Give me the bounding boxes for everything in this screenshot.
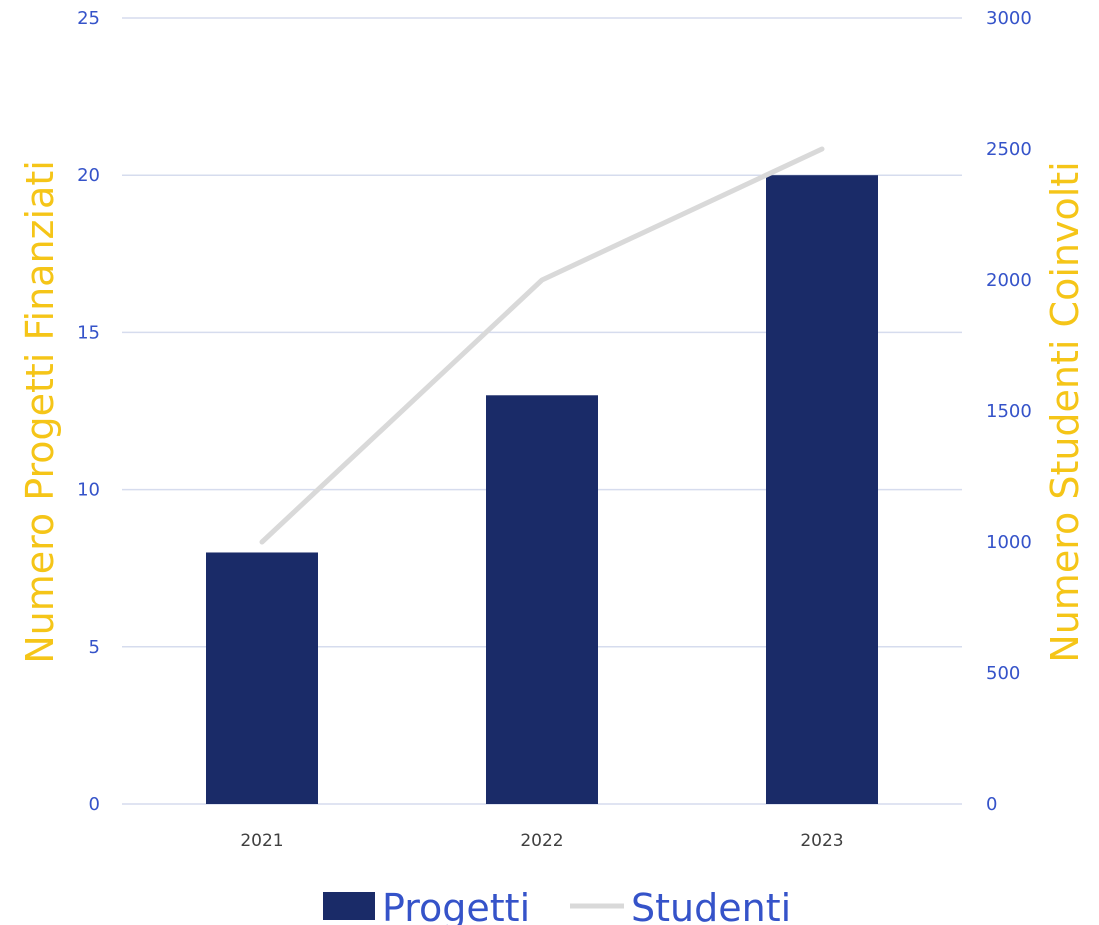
line-series-studenti <box>259 146 825 545</box>
bar-2023 <box>766 175 878 804</box>
right-axis-title: Numero Studenti Coinvolti <box>1043 161 1087 662</box>
right-tick-label-0: 0 <box>986 794 997 815</box>
right-tick-label-1500: 1500 <box>986 401 1032 422</box>
bar-series-progetti <box>206 175 878 804</box>
right-axis-ticks: 0 500 1000 1500 2000 2500 3000 <box>986 8 1032 815</box>
right-tick-label-3000: 3000 <box>986 8 1032 29</box>
legend-label-studenti: Studenti <box>631 886 791 925</box>
legend-swatch-progetti <box>323 892 375 920</box>
x-tick-label-2022: 2022 <box>520 831 563 851</box>
legend: Progetti Studenti <box>323 886 791 925</box>
left-tick-label-15: 15 <box>77 322 100 343</box>
line-studenti <box>259 146 825 545</box>
bar-2022 <box>486 395 598 804</box>
left-tick-label-5: 5 <box>89 637 100 658</box>
right-tick-label-500: 500 <box>986 663 1020 684</box>
right-tick-label-2500: 2500 <box>986 139 1032 160</box>
x-tick-label-2023: 2023 <box>800 831 843 851</box>
right-tick-label-1000: 1000 <box>986 532 1032 553</box>
left-tick-label-10: 10 <box>77 480 100 501</box>
left-tick-label-0: 0 <box>89 794 100 815</box>
left-axis-title: Numero Progetti Finanziati <box>18 160 62 664</box>
x-tick-label-2021: 2021 <box>240 831 283 851</box>
bar-2021 <box>206 552 318 804</box>
left-tick-label-20: 20 <box>77 165 100 186</box>
x-axis-ticks: 2021 2022 2023 <box>240 831 843 851</box>
left-tick-label-25: 25 <box>77 8 100 29</box>
right-tick-label-2000: 2000 <box>986 270 1032 291</box>
legend-label-progetti: Progetti <box>382 886 530 925</box>
left-axis-ticks: 0 5 10 15 20 25 <box>77 8 100 815</box>
